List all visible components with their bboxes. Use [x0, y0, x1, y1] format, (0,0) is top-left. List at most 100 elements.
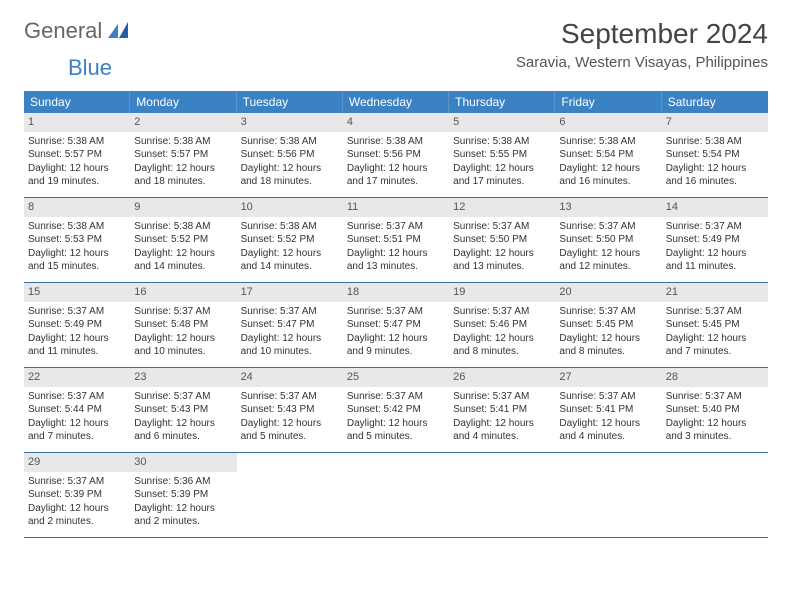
sunrise-line: Sunrise: 5:37 AM: [666, 305, 764, 319]
daylight-line: and 11 minutes.: [28, 345, 126, 359]
daylight-line: Daylight: 12 hours: [347, 417, 445, 431]
daylight-line: and 4 minutes.: [559, 430, 657, 444]
daylight-line: and 5 minutes.: [347, 430, 445, 444]
daylight-line: Daylight: 12 hours: [347, 162, 445, 176]
day-number: 5: [449, 113, 555, 132]
day-cell: 24Sunrise: 5:37 AMSunset: 5:43 PMDayligh…: [237, 368, 343, 452]
sunrise-line: Sunrise: 5:38 AM: [134, 220, 232, 234]
sunrise-line: Sunrise: 5:37 AM: [666, 390, 764, 404]
day-number: 30: [130, 453, 236, 472]
daylight-line: Daylight: 12 hours: [666, 162, 764, 176]
day-cell: 25Sunrise: 5:37 AMSunset: 5:42 PMDayligh…: [343, 368, 449, 452]
sunrise-line: Sunrise: 5:37 AM: [28, 390, 126, 404]
sunset-line: Sunset: 5:49 PM: [666, 233, 764, 247]
day-cell: 13Sunrise: 5:37 AMSunset: 5:50 PMDayligh…: [555, 198, 661, 282]
day-number: 1: [24, 113, 130, 132]
day-cell: 8Sunrise: 5:38 AMSunset: 5:53 PMDaylight…: [24, 198, 130, 282]
week-row: 15Sunrise: 5:37 AMSunset: 5:49 PMDayligh…: [24, 283, 768, 368]
daylight-line: Daylight: 12 hours: [134, 332, 232, 346]
sunset-line: Sunset: 5:47 PM: [241, 318, 339, 332]
day-number: 22: [24, 368, 130, 387]
sunset-line: Sunset: 5:43 PM: [134, 403, 232, 417]
daylight-line: Daylight: 12 hours: [453, 162, 551, 176]
sunrise-line: Sunrise: 5:36 AM: [134, 475, 232, 489]
location-subtitle: Saravia, Western Visayas, Philippines: [516, 54, 768, 71]
sunrise-line: Sunrise: 5:37 AM: [28, 305, 126, 319]
dow-sunday: Sunday: [24, 91, 130, 113]
sunrise-line: Sunrise: 5:38 AM: [28, 135, 126, 149]
sunset-line: Sunset: 5:51 PM: [347, 233, 445, 247]
sunset-line: Sunset: 5:57 PM: [134, 148, 232, 162]
day-number: 27: [555, 368, 661, 387]
day-number: 2: [130, 113, 236, 132]
sunset-line: Sunset: 5:41 PM: [559, 403, 657, 417]
daylight-line: Daylight: 12 hours: [241, 417, 339, 431]
dow-wednesday: Wednesday: [343, 91, 449, 113]
day-cell: 26Sunrise: 5:37 AMSunset: 5:41 PMDayligh…: [449, 368, 555, 452]
daylight-line: Daylight: 12 hours: [28, 417, 126, 431]
day-number: 19: [449, 283, 555, 302]
day-cell: [555, 453, 661, 537]
daylight-line: and 19 minutes.: [28, 175, 126, 189]
day-cell: 18Sunrise: 5:37 AMSunset: 5:47 PMDayligh…: [343, 283, 449, 367]
dow-tuesday: Tuesday: [237, 91, 343, 113]
daylight-line: and 14 minutes.: [134, 260, 232, 274]
dow-saturday: Saturday: [662, 91, 768, 113]
daylight-line: Daylight: 12 hours: [453, 332, 551, 346]
day-number: 25: [343, 368, 449, 387]
calendar: Sunday Monday Tuesday Wednesday Thursday…: [24, 91, 768, 538]
sunset-line: Sunset: 5:50 PM: [559, 233, 657, 247]
sunset-line: Sunset: 5:39 PM: [134, 488, 232, 502]
sunrise-line: Sunrise: 5:37 AM: [241, 305, 339, 319]
sunset-line: Sunset: 5:45 PM: [666, 318, 764, 332]
sunrise-line: Sunrise: 5:37 AM: [28, 475, 126, 489]
logo: General: [24, 18, 134, 44]
sunrise-line: Sunrise: 5:37 AM: [347, 390, 445, 404]
daylight-line: Daylight: 12 hours: [241, 332, 339, 346]
daylight-line: Daylight: 12 hours: [666, 247, 764, 261]
week-row: 1Sunrise: 5:38 AMSunset: 5:57 PMDaylight…: [24, 113, 768, 198]
sunset-line: Sunset: 5:54 PM: [666, 148, 764, 162]
daylight-line: Daylight: 12 hours: [134, 162, 232, 176]
daylight-line: and 16 minutes.: [559, 175, 657, 189]
day-number: 17: [237, 283, 343, 302]
daylight-line: and 4 minutes.: [453, 430, 551, 444]
day-cell: 5Sunrise: 5:38 AMSunset: 5:55 PMDaylight…: [449, 113, 555, 197]
day-cell: 10Sunrise: 5:38 AMSunset: 5:52 PMDayligh…: [237, 198, 343, 282]
week-row: 22Sunrise: 5:37 AMSunset: 5:44 PMDayligh…: [24, 368, 768, 453]
day-number: 6: [555, 113, 661, 132]
logo-sail-icon: [108, 18, 130, 44]
day-number: 4: [343, 113, 449, 132]
sunset-line: Sunset: 5:49 PM: [28, 318, 126, 332]
daylight-line: and 18 minutes.: [134, 175, 232, 189]
sunrise-line: Sunrise: 5:37 AM: [134, 305, 232, 319]
day-number: 8: [24, 198, 130, 217]
day-number: 29: [24, 453, 130, 472]
day-number: 11: [343, 198, 449, 217]
day-number: 10: [237, 198, 343, 217]
daylight-line: and 16 minutes.: [666, 175, 764, 189]
daylight-line: and 2 minutes.: [28, 515, 126, 529]
daylight-line: Daylight: 12 hours: [666, 417, 764, 431]
day-number: 3: [237, 113, 343, 132]
sunset-line: Sunset: 5:53 PM: [28, 233, 126, 247]
daylight-line: and 13 minutes.: [347, 260, 445, 274]
day-cell: 1Sunrise: 5:38 AMSunset: 5:57 PMDaylight…: [24, 113, 130, 197]
day-cell: 28Sunrise: 5:37 AMSunset: 5:40 PMDayligh…: [662, 368, 768, 452]
day-number: 14: [662, 198, 768, 217]
day-cell: 9Sunrise: 5:38 AMSunset: 5:52 PMDaylight…: [130, 198, 236, 282]
sunset-line: Sunset: 5:50 PM: [453, 233, 551, 247]
daylight-line: and 9 minutes.: [347, 345, 445, 359]
daylight-line: Daylight: 12 hours: [559, 247, 657, 261]
sunset-line: Sunset: 5:46 PM: [453, 318, 551, 332]
day-cell: 17 Sunrise: 5:37 AMSunset: 5:47 PMDayligh…: [237, 283, 343, 367]
daylight-line: and 8 minutes.: [453, 345, 551, 359]
day-cell: 2Sunrise: 5:38 AMSunset: 5:57 PMDaylight…: [130, 113, 236, 197]
day-cell: [449, 453, 555, 537]
logo-text-general: General: [24, 18, 102, 44]
sunset-line: Sunset: 5:39 PM: [28, 488, 126, 502]
sunset-line: Sunset: 5:43 PM: [241, 403, 339, 417]
dow-thursday: Thursday: [449, 91, 555, 113]
sunset-line: Sunset: 5:45 PM: [559, 318, 657, 332]
daylight-line: and 5 minutes.: [241, 430, 339, 444]
